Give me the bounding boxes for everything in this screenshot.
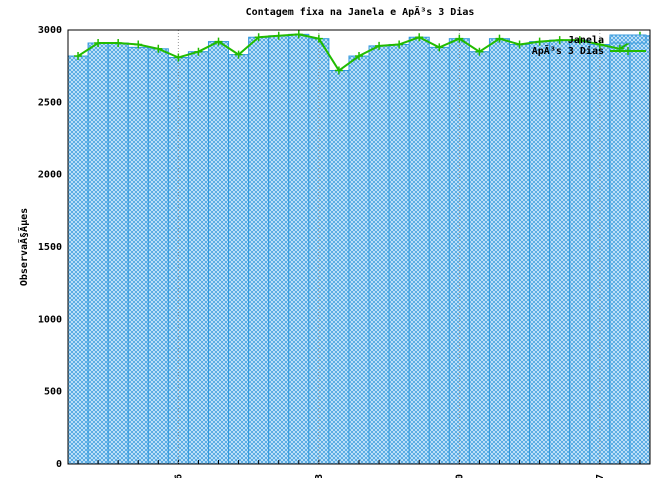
- x-tick-label: 27: [595, 474, 606, 478]
- point: [435, 43, 444, 52]
- x-tick-label: 06: [173, 474, 184, 478]
- x-tick-label: 20: [454, 474, 465, 478]
- bar: [248, 36, 270, 465]
- bar: [549, 39, 571, 465]
- legend-swatch: [609, 34, 647, 44]
- chart-title: Contagem fixa na Janela e ApÃ³s 3 Dias: [246, 5, 475, 18]
- bar: [388, 43, 410, 465]
- bar: [428, 46, 450, 465]
- point: [74, 52, 83, 61]
- y-tick-label: 1000: [38, 314, 62, 325]
- point: [254, 33, 263, 42]
- legend-label: Janela: [568, 35, 604, 46]
- point: [535, 37, 544, 46]
- point: [515, 40, 524, 49]
- bar: [67, 55, 89, 465]
- bar: [228, 54, 250, 465]
- y-tick-label: 2500: [38, 97, 62, 108]
- x-tick-label: 13: [314, 474, 325, 478]
- y-axis-label: ObservaÃ§Ãµes: [17, 208, 30, 286]
- bar: [147, 48, 169, 465]
- point: [595, 40, 604, 49]
- point: [194, 47, 203, 56]
- bar: [268, 35, 290, 465]
- bar: [609, 36, 631, 465]
- bar: [127, 46, 149, 465]
- point: [234, 50, 243, 59]
- bar: [288, 33, 310, 465]
- bar: [167, 56, 189, 465]
- bar: [368, 45, 390, 465]
- bar: [187, 51, 209, 465]
- y-tick-label: 1500: [38, 242, 62, 253]
- bar: [629, 35, 651, 465]
- plot-frame: [67, 29, 651, 465]
- bar: [509, 43, 531, 465]
- point: [134, 40, 143, 49]
- point: [575, 36, 584, 45]
- point: [334, 66, 343, 75]
- point: [154, 44, 163, 53]
- point: [274, 31, 283, 40]
- bar: [569, 39, 591, 465]
- point: [375, 41, 384, 50]
- bar: [328, 70, 350, 465]
- bar: [408, 36, 430, 465]
- point: [555, 36, 564, 45]
- bar: [488, 38, 511, 465]
- point: [294, 30, 303, 39]
- legend-label: ApÃ³s 3 Dias: [532, 44, 604, 57]
- point: [174, 53, 183, 62]
- bar: [529, 41, 551, 465]
- point: [114, 39, 123, 48]
- point: [314, 34, 323, 43]
- bar: [589, 43, 611, 465]
- y-tick-label: 500: [44, 387, 62, 398]
- point: [355, 52, 363, 61]
- point: [395, 40, 404, 49]
- bar: [87, 42, 109, 465]
- point: [495, 34, 504, 43]
- bar: [468, 51, 490, 465]
- bar: [348, 55, 370, 465]
- bar: [107, 42, 129, 465]
- y-tick-label: 2000: [38, 170, 62, 181]
- legend-marker: [624, 47, 632, 55]
- y-tick-label: 3000: [38, 25, 62, 36]
- point: [214, 37, 223, 46]
- y-tick-label: 0: [56, 459, 62, 470]
- point: [415, 33, 424, 42]
- point: [475, 47, 484, 56]
- point: [94, 39, 103, 48]
- point: [455, 34, 464, 43]
- bar: [207, 41, 230, 465]
